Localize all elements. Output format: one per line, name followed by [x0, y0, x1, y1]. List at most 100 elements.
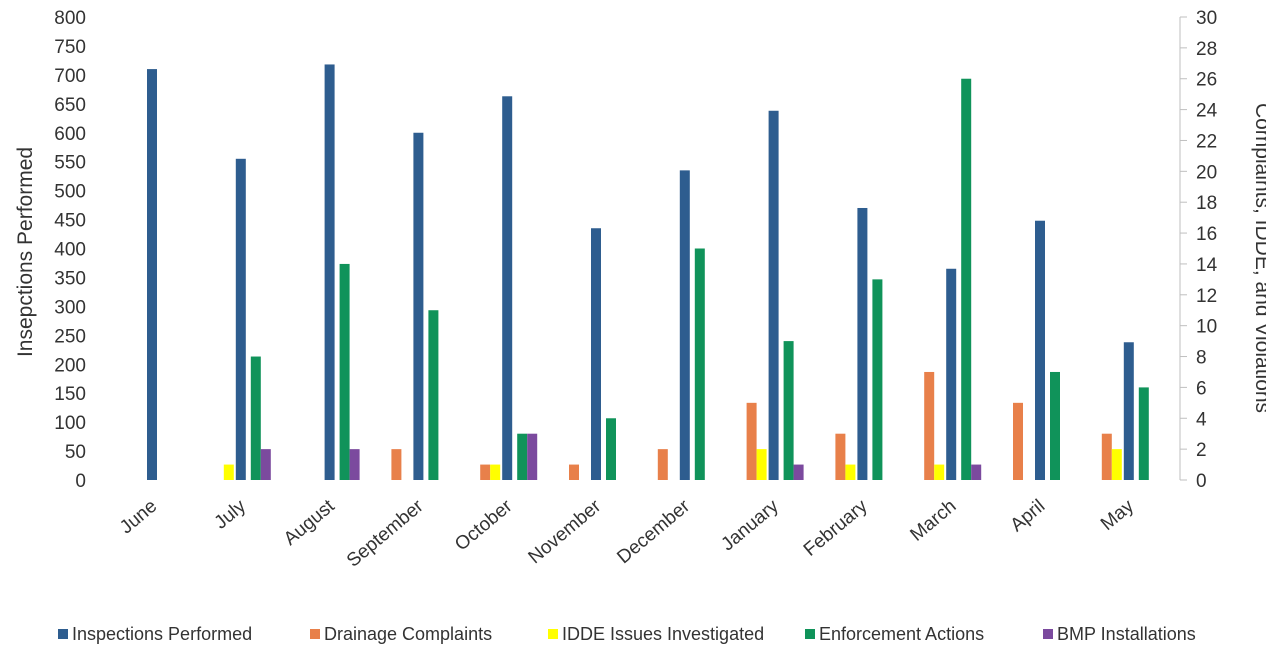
legend: Inspections Performed Drainage Complaints…: [58, 624, 1196, 644]
right-tick-label: 6: [1196, 378, 1207, 399]
right-tick-label: 26: [1196, 70, 1217, 91]
legend-label: IDDE Issues Investigated: [562, 624, 764, 644]
legend-label: Drainage Complaints: [324, 624, 492, 644]
bar-bmp-installations-july: [260, 449, 271, 480]
category-label: July: [211, 495, 251, 533]
right-tick-label: 0: [1196, 471, 1207, 492]
bar-enforcement-actions-april: [1050, 371, 1060, 480]
bar-enforcement-actions-may: [1138, 387, 1149, 480]
bar-idde-issues-investigated-october: [490, 464, 501, 480]
category-label: November: [525, 495, 606, 568]
category-labels: June July August September October November De…: [116, 495, 1138, 571]
bar-bmp-installations-march: [971, 464, 982, 480]
bar-inspections-performed-january: [768, 110, 779, 480]
legend-swatch: [548, 629, 558, 639]
right-tick-label: 4: [1196, 409, 1207, 430]
bar-inspections-performed-november: [591, 228, 601, 480]
right-tick-label: 10: [1196, 317, 1217, 338]
category-label: May: [1097, 495, 1138, 534]
category-label: February: [800, 495, 872, 560]
category-label: December: [613, 495, 694, 568]
left-tick-label: 50: [65, 442, 86, 463]
bar-idde-issues-investigated-july: [223, 464, 234, 480]
legend-swatch: [805, 629, 815, 639]
category-label: April: [1007, 496, 1050, 537]
bar-bmp-installations-january: [793, 464, 804, 480]
left-tick-label: 450: [54, 211, 86, 232]
right-tick-label: 18: [1196, 193, 1217, 214]
right-tick-label: 12: [1196, 286, 1217, 307]
right-tick-label: 24: [1196, 101, 1218, 122]
legend-label: Inspections Performed: [72, 624, 252, 644]
bar-inspections-performed-august: [324, 64, 335, 481]
bar-enforcement-actions-september: [428, 310, 439, 480]
left-tick-label: 150: [54, 384, 86, 405]
right-tick-label: 16: [1196, 224, 1217, 245]
bar-drainage-complaints-january: [746, 402, 757, 480]
bar-enforcement-actions-november: [606, 418, 616, 480]
legend-label: Enforcement Actions: [819, 624, 984, 644]
left-tick-label: 250: [54, 326, 86, 347]
bar-drainage-complaints-february: [835, 433, 846, 480]
bars-group: [147, 64, 1149, 481]
right-tick-label: 2: [1196, 440, 1207, 461]
left-tick-label: 800: [54, 8, 86, 29]
bar-drainage-complaints-may: [1101, 433, 1112, 480]
legend-swatch: [310, 629, 320, 639]
category-label: October: [451, 495, 517, 555]
bar-enforcement-actions-february: [872, 279, 883, 480]
left-tick-label: 0: [75, 471, 86, 492]
bar-inspections-performed-december: [679, 170, 690, 480]
bar-drainage-complaints-november: [569, 464, 579, 480]
bar-enforcement-actions-january: [783, 341, 794, 480]
legend-label: BMP Installations: [1057, 624, 1196, 644]
bar-inspections-performed-april: [1035, 220, 1045, 480]
left-tick-label: 550: [54, 153, 86, 174]
bar-enforcement-actions-october: [517, 433, 528, 480]
left-tick-label: 600: [54, 124, 86, 145]
bar-inspections-performed-may: [1123, 342, 1134, 480]
bar-inspections-performed-june: [147, 69, 157, 481]
bar-inspections-performed-february: [857, 207, 868, 481]
right-tick-label: 22: [1196, 131, 1217, 152]
bar-drainage-complaints-september: [391, 449, 402, 480]
bar-idde-issues-investigated-february: [845, 464, 856, 480]
bar-idde-issues-investigated-march: [934, 464, 945, 480]
left-axis-ticks: 0 50 100 150 200 250 300 350 400 450 500 550 600 650 7…: [54, 8, 86, 492]
bar-drainage-complaints-october: [480, 464, 491, 480]
left-tick-label: 650: [54, 95, 86, 116]
left-tick-label: 700: [54, 66, 86, 87]
bar-inspections-performed-october: [502, 96, 513, 480]
legend-swatch: [1043, 629, 1053, 639]
bar-drainage-complaints-march: [924, 371, 935, 480]
right-tick-label: 28: [1196, 39, 1217, 60]
category-label: September: [343, 495, 428, 571]
bar-idde-issues-investigated-january: [756, 449, 767, 480]
bar-inspections-performed-july: [235, 158, 246, 480]
legend-swatch: [58, 629, 68, 639]
bar-inspections-performed-march: [946, 268, 957, 480]
right-tick-label: 20: [1196, 162, 1217, 183]
bar-enforcement-actions-december: [694, 248, 705, 480]
left-tick-label: 200: [54, 355, 86, 376]
category-label: March: [906, 496, 960, 546]
bar-idde-issues-investigated-may: [1111, 449, 1122, 480]
bar-inspections-performed-september: [413, 132, 424, 480]
left-tick-label: 300: [54, 297, 86, 318]
right-axis-title: Complaints, IDDE, and Violations: [1251, 103, 1266, 413]
bar-drainage-complaints-april: [1013, 402, 1023, 480]
left-tick-label: 350: [54, 268, 86, 289]
right-tick-label: 14: [1196, 255, 1218, 276]
left-axis-title: Insepctions Performed: [14, 147, 37, 357]
category-label: August: [280, 495, 339, 550]
bar-enforcement-actions-july: [250, 356, 261, 480]
bar-drainage-complaints-december: [657, 449, 668, 480]
left-tick-label: 100: [54, 413, 86, 434]
right-tick-label: 30: [1196, 8, 1217, 29]
bar-bmp-installations-august: [349, 449, 360, 480]
left-tick-label: 400: [54, 240, 86, 261]
category-label: January: [718, 495, 784, 555]
